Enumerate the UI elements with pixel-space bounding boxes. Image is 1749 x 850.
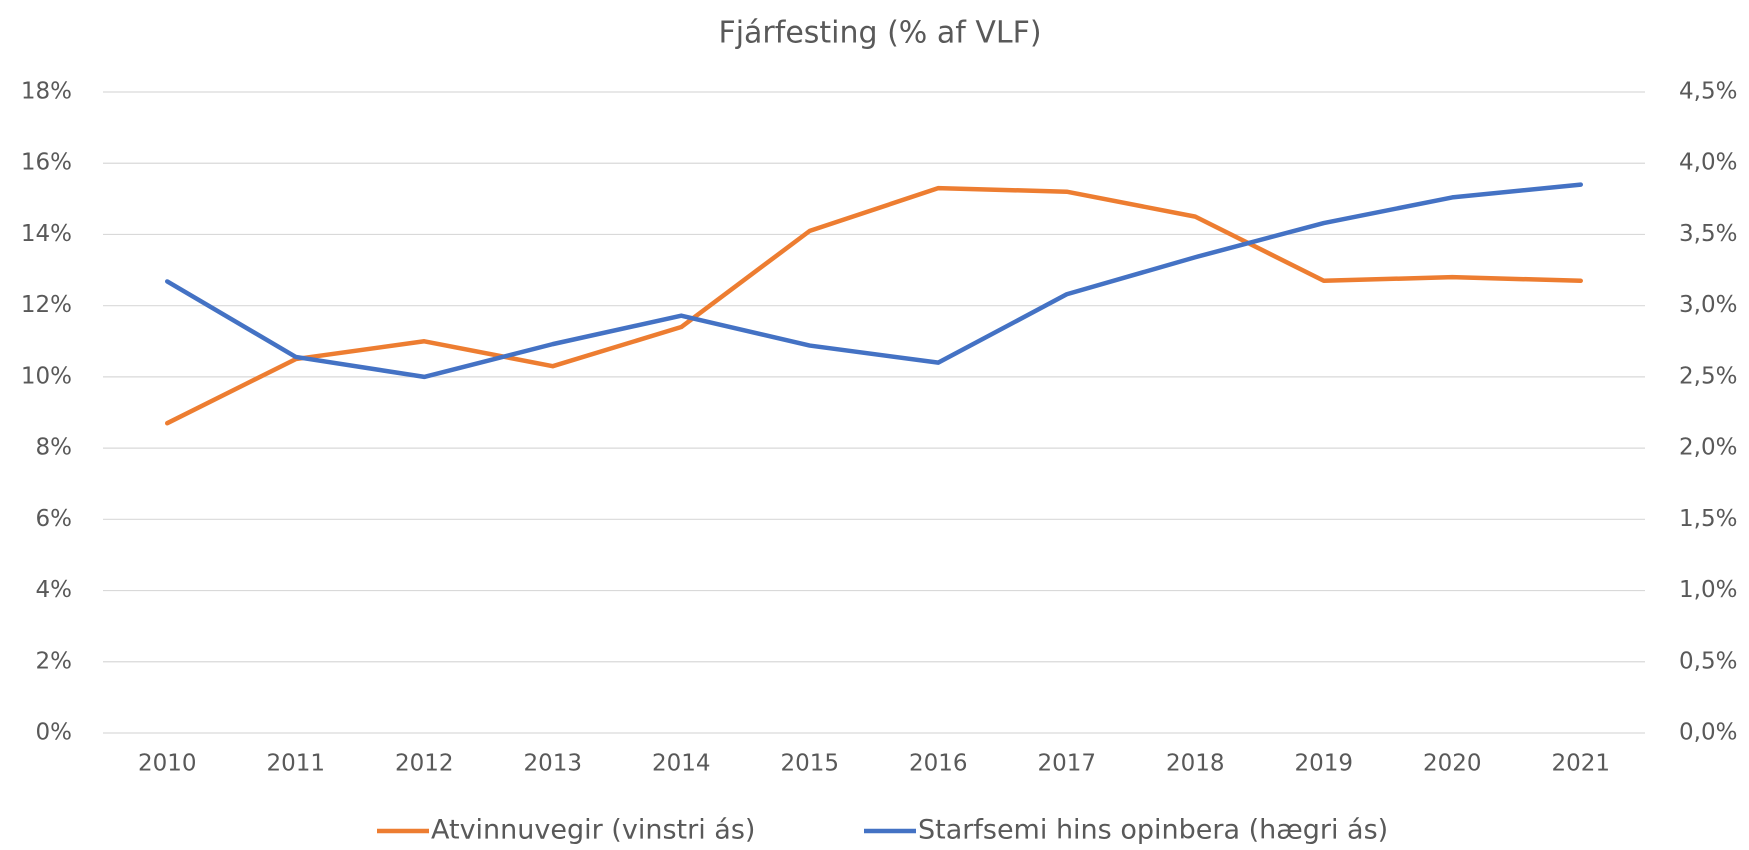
x-tick-label: 2017 xyxy=(1037,751,1096,777)
chart-title: Fjárfesting (% af VLF) xyxy=(718,16,1041,51)
x-tick-label: 2016 xyxy=(909,751,968,777)
y2-tick-label: 3,5% xyxy=(1679,221,1737,247)
y2-tick-label: 0,5% xyxy=(1679,648,1737,674)
y2-tick-label: 0,0% xyxy=(1679,720,1737,746)
y-tick-label: 18% xyxy=(21,79,72,105)
y2-tick-label: 1,5% xyxy=(1679,506,1737,532)
y2-tick-label: 2,0% xyxy=(1679,435,1737,461)
series-line xyxy=(165,185,1583,426)
series-line xyxy=(165,182,1583,380)
y-tick-label: 12% xyxy=(21,292,72,318)
y-tick-label: 4% xyxy=(36,577,73,603)
x-tick-label: 2012 xyxy=(395,751,454,777)
y-tick-label: 14% xyxy=(21,221,72,247)
legend-label: Atvinnuvegir (vinstri ás) xyxy=(431,815,755,846)
y-tick-label: 0% xyxy=(36,720,73,746)
y-tick-label: 8% xyxy=(36,435,73,461)
x-tick-label: 2015 xyxy=(780,751,839,777)
y2-tick-label: 4,5% xyxy=(1679,79,1737,105)
y-tick-label: 10% xyxy=(21,363,72,389)
y-tick-label: 16% xyxy=(21,150,72,176)
legend-label: Starfsemi hins opinbera (hægri ás) xyxy=(918,815,1388,846)
y2-tick-label: 1,0% xyxy=(1679,577,1737,603)
x-tick-label: 2014 xyxy=(652,751,711,777)
y2-tick-label: 3,0% xyxy=(1679,292,1737,318)
x-tick-label: 2010 xyxy=(138,751,197,777)
y-tick-label: 6% xyxy=(36,506,73,532)
x-tick-label: 2018 xyxy=(1166,751,1225,777)
x-tick-label: 2021 xyxy=(1551,751,1610,777)
y2-tick-label: 4,0% xyxy=(1679,150,1737,176)
x-tick-label: 2020 xyxy=(1423,751,1482,777)
x-tick-label: 2013 xyxy=(523,751,582,777)
x-tick-label: 2011 xyxy=(266,751,325,777)
y-tick-label: 2% xyxy=(36,648,73,674)
y2-tick-label: 2,5% xyxy=(1679,363,1737,389)
x-tick-label: 2019 xyxy=(1294,751,1353,777)
